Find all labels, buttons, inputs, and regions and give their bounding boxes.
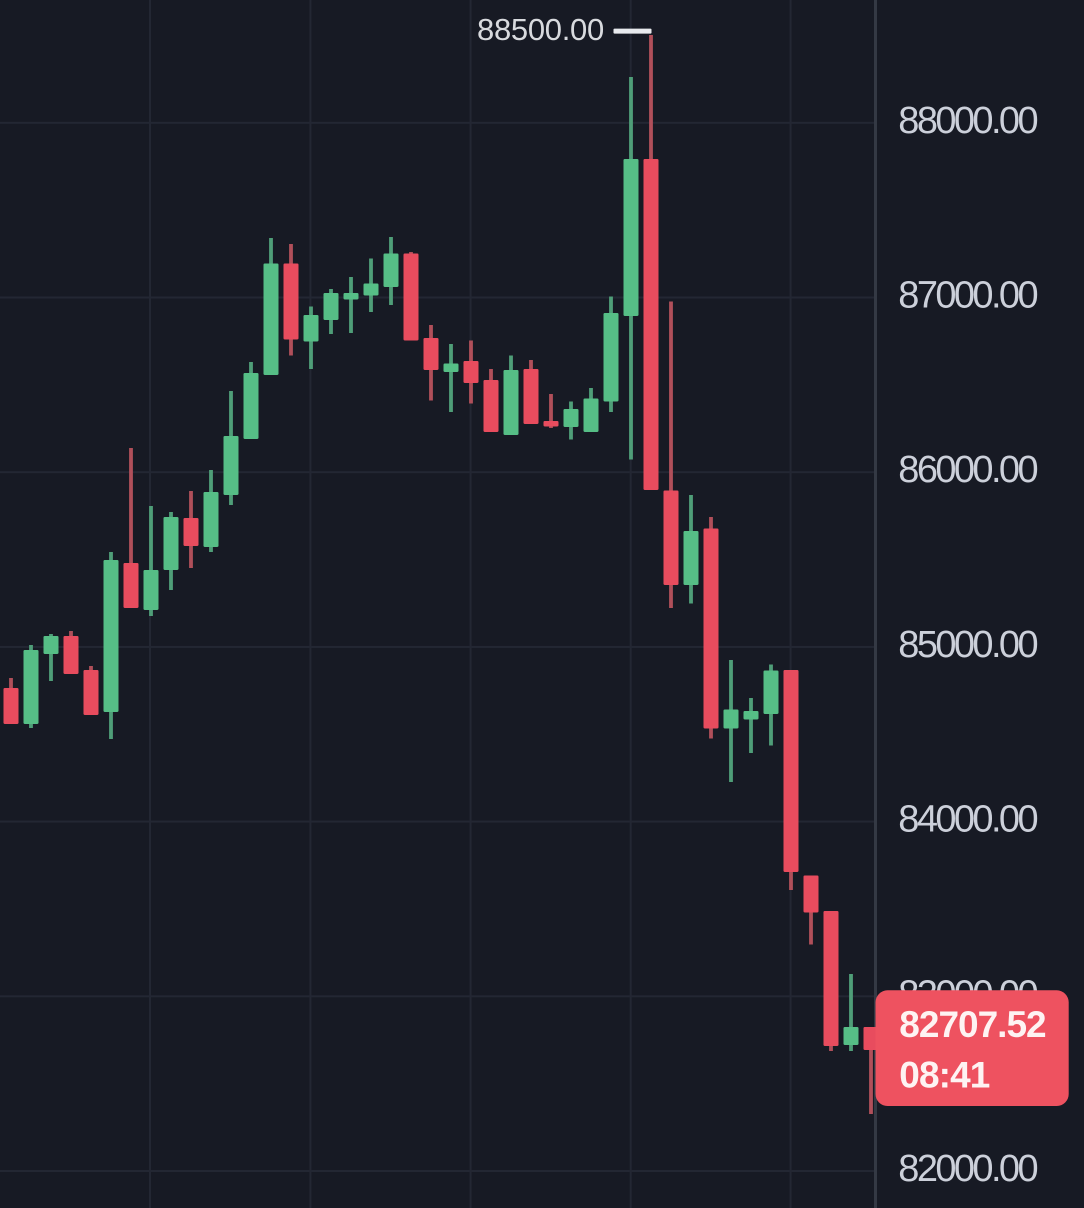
svg-text:08:41: 08:41	[899, 1055, 989, 1096]
svg-text:88000.00: 88000.00	[898, 100, 1037, 142]
svg-text:82707.52: 82707.52	[899, 1004, 1046, 1045]
svg-text:86000.00: 86000.00	[898, 449, 1037, 491]
svg-text:82000.00: 82000.00	[898, 1148, 1037, 1190]
svg-text:84000.00: 84000.00	[898, 799, 1037, 841]
svg-text:87000.00: 87000.00	[898, 275, 1037, 317]
svg-text:88500.00: 88500.00	[477, 12, 604, 47]
svg-text:85000.00: 85000.00	[898, 624, 1037, 666]
